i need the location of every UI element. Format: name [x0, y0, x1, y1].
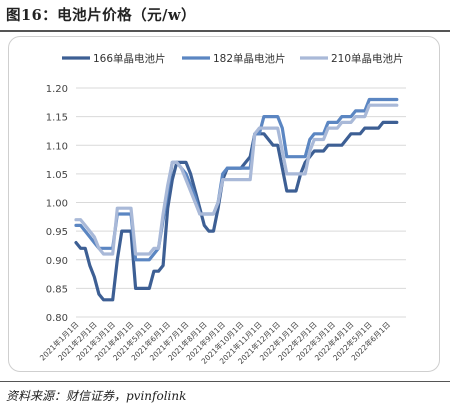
figure-title: 图16：电池片价格（元/w）	[6, 7, 196, 24]
chart-legend: 166单晶电池片 182单晶电池片 210单晶电池片	[62, 52, 404, 65]
legend-label: 166单晶电池片	[93, 52, 166, 65]
y-tick-label: 1.10	[46, 141, 68, 152]
source-note: 资料来源：财信证券，pvinfolink	[6, 389, 187, 403]
y-tick-label: 0.85	[46, 284, 68, 295]
title-rule	[0, 30, 450, 32]
y-tick-label: 1.00	[46, 199, 68, 210]
series-line	[74, 120, 399, 302]
series-lines	[74, 97, 399, 302]
chart-frame	[8, 36, 440, 372]
y-tick-label: 1.20	[46, 84, 68, 95]
series-line	[74, 103, 399, 256]
y-tick-label: 1.05	[46, 170, 68, 181]
y-tick-label: 0.95	[46, 227, 68, 238]
x-axis-ticks: 2021年1月1日2021年2月1日2021年3月1日2021年4月1日2021…	[37, 319, 392, 366]
y-tick-label: 0.80	[46, 313, 68, 324]
y-axis-ticks: 0.80 0.85 0.90 0.95 1.00 1.05 1.10 1.15 1.20	[46, 84, 68, 324]
legend-label: 210单晶电池片	[331, 52, 404, 65]
source-rule	[0, 381, 450, 382]
y-tick-label: 0.90	[46, 256, 68, 267]
y-tick-label: 1.15	[46, 113, 68, 124]
chart-gridlines	[76, 87, 406, 318]
legend-label: 182单晶电池片	[213, 52, 286, 65]
